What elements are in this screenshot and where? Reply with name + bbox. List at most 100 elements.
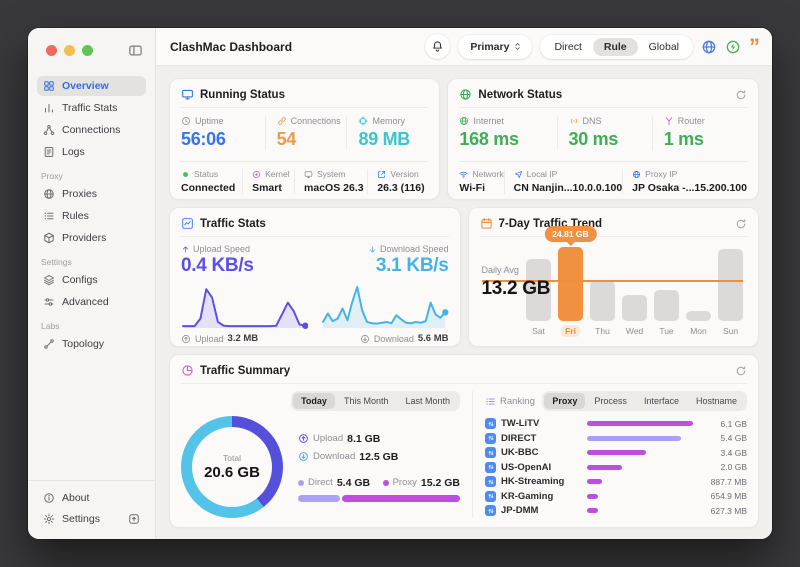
sidebar-item-overview[interactable]: Overview <box>37 76 146 96</box>
sidebar-footer-label: Settings <box>62 512 100 525</box>
download-sparkline-chart <box>322 286 449 328</box>
trend-bar-sat[interactable]: Sat <box>526 258 551 337</box>
minimize-window-button[interactable] <box>64 44 75 56</box>
split-segment-proxy <box>341 494 460 502</box>
ranking-tab-hostname[interactable]: Hostname <box>695 396 737 406</box>
metric-internet: Internet 168 ms <box>459 116 556 150</box>
sidebar-footer-settings[interactable]: Settings <box>37 509 146 528</box>
trend-bar-mon[interactable]: Mon <box>686 311 711 337</box>
sidebar-item-advanced[interactable]: Advanced <box>37 292 146 312</box>
summary-tab-today[interactable]: Today <box>293 393 335 409</box>
profile-selector[interactable]: Primary <box>458 34 533 59</box>
upload-speed-value: 0.4 KB/s <box>181 255 254 276</box>
sidebar-footer-about[interactable]: About <box>37 488 146 507</box>
upload-total-label: Upload <box>195 333 224 344</box>
grid-icon <box>43 80 55 92</box>
proxy-node-icon <box>485 476 496 487</box>
sidebar-item-traffic-stats[interactable]: Traffic Stats <box>37 98 146 118</box>
running-status-details: Status Connected Kernel Smart System macOS 26… <box>181 161 429 194</box>
ranking-bar-track <box>587 493 693 499</box>
summary-download-value: 12.5 GB <box>359 450 399 463</box>
summary-tab-last-month[interactable]: Last Month <box>405 396 450 406</box>
ranking-row[interactable]: KR-Gaming 654.9 MB <box>485 490 747 503</box>
direct-proxy-split-bar <box>298 494 460 502</box>
metric-label: Router <box>664 116 747 126</box>
tun-globe-icon[interactable] <box>701 39 717 55</box>
summary-tab-this-month[interactable]: This Month <box>343 396 389 406</box>
seven-day-trend-chart: Daily Avg 13.2 GB Sat 24.81 GB Fri Thu Wed Tu… <box>480 226 748 337</box>
ranking-row[interactable]: HK-Streaming 887.7 MB <box>485 475 747 488</box>
trend-bar-thu[interactable]: Thu <box>590 280 615 337</box>
close-window-button[interactable] <box>46 44 57 56</box>
traffic-summary-card: Traffic Summary Today This Month Last Mont… <box>169 354 759 528</box>
mode-option-rule[interactable]: Rule <box>592 37 638 56</box>
sidebar-item-logs[interactable]: Logs <box>37 142 146 162</box>
zoom-window-button[interactable] <box>82 44 93 56</box>
metric-router: Router 1 ms <box>651 116 747 150</box>
sidebar-item-topology[interactable]: Topology <box>37 334 146 354</box>
ranking-row[interactable]: TW-LiTV 6.1 GB <box>485 417 747 430</box>
calendar-icon <box>480 217 493 230</box>
upload-speed-label: Upload Speed <box>193 244 251 254</box>
settings-shortcut-badge <box>128 513 140 525</box>
sidebar-item-label: Providers <box>62 232 107 244</box>
sidebar-item-connections[interactable]: Connections <box>37 120 146 140</box>
trend-bar-fri[interactable]: 24.81 GB Fri <box>544 226 597 337</box>
ranking-row[interactable]: DIRECT 5.4 GB <box>485 432 747 445</box>
trend-bar-fill <box>686 311 711 321</box>
trend-bar-tue[interactable]: Tue <box>654 290 679 337</box>
trend-bar-fill <box>526 258 551 321</box>
ranking-value: 654.9 MB <box>710 491 747 501</box>
summary-upload-value: 8.1 GB <box>347 432 381 445</box>
metric-label: Uptime <box>181 116 265 126</box>
ranking-row[interactable]: US-OpenAI 2.0 GB <box>485 461 747 474</box>
mode-option-global[interactable]: Global <box>648 40 679 53</box>
trend-day-label: Fri <box>561 325 580 337</box>
share-icon <box>43 124 55 136</box>
ranking-row[interactable]: JP-DMM 627.3 MB <box>485 504 747 517</box>
ranking-name: TW-LiTV <box>501 418 540 429</box>
daily-avg-label: Daily Avg <box>481 265 519 275</box>
upload-circle-icon <box>181 334 191 344</box>
ranking-row[interactable]: UK-BBC 3.4 GB <box>485 446 747 459</box>
sidebar-toggle-icon[interactable] <box>128 43 143 58</box>
titlebar: ClashMac Dashboard Primary Direct Rule Glo… <box>156 28 772 66</box>
chart-line-icon <box>181 217 194 230</box>
proxy-dot-icon <box>382 479 389 486</box>
detail-value: Smart <box>252 182 282 194</box>
proxy-node-icon <box>485 461 496 473</box>
sidebar-item-providers[interactable]: Providers <box>37 228 146 248</box>
metric-label-text: Connections <box>290 116 341 126</box>
refresh-network-button[interactable] <box>735 89 747 101</box>
trend-bar-sun[interactable]: Sun <box>718 248 743 337</box>
sidebar-item-label: Overview <box>62 80 109 92</box>
sidebar-nav: Overview Traffic Stats Connections Logs Prox… <box>28 72 155 480</box>
notifications-button[interactable] <box>425 34 451 59</box>
sidebar-item-proxies[interactable]: Proxies <box>37 184 146 204</box>
download-total-label: Download <box>373 333 414 344</box>
ranking-label: Ranking <box>500 395 535 407</box>
system-proxy-bolt-icon[interactable] <box>725 39 741 55</box>
sidebar-item-configs[interactable]: Configs <box>37 270 146 290</box>
ranking-tab-interface[interactable]: Interface <box>643 396 679 406</box>
trend-bar-wed[interactable]: Wed <box>622 295 647 337</box>
metric-label: Memory <box>358 116 428 126</box>
mode-option-direct[interactable]: Direct <box>554 40 582 53</box>
ranking-tab-process[interactable]: Process <box>594 396 627 406</box>
ranking-name: US-OpenAI <box>501 461 552 473</box>
ranking-tab-proxy[interactable]: Proxy <box>544 393 586 409</box>
upload-speed-block: Upload Speed 0.4 KB/s Upload 3.2 MB <box>181 244 309 344</box>
proxy-node-icon <box>485 505 496 516</box>
detail-label: Status <box>181 169 242 179</box>
ranking-tabs: Proxy Process Interface Hostname <box>542 391 747 411</box>
detail-kernel: Kernel Smart <box>242 169 294 194</box>
info-icon <box>43 492 55 504</box>
summary-left-panel: Today This Month Last Month Total 20.6 GB <box>181 391 473 518</box>
refresh-summary-button[interactable] <box>735 365 747 377</box>
layers-icon <box>43 274 55 286</box>
metric-connections: Connections 54 <box>264 116 347 150</box>
sidebar-item-rules[interactable]: Rules <box>37 206 146 226</box>
wifi-icon <box>459 170 468 179</box>
refresh-trend-button[interactable] <box>735 218 747 230</box>
pie-chart-icon <box>181 364 194 377</box>
